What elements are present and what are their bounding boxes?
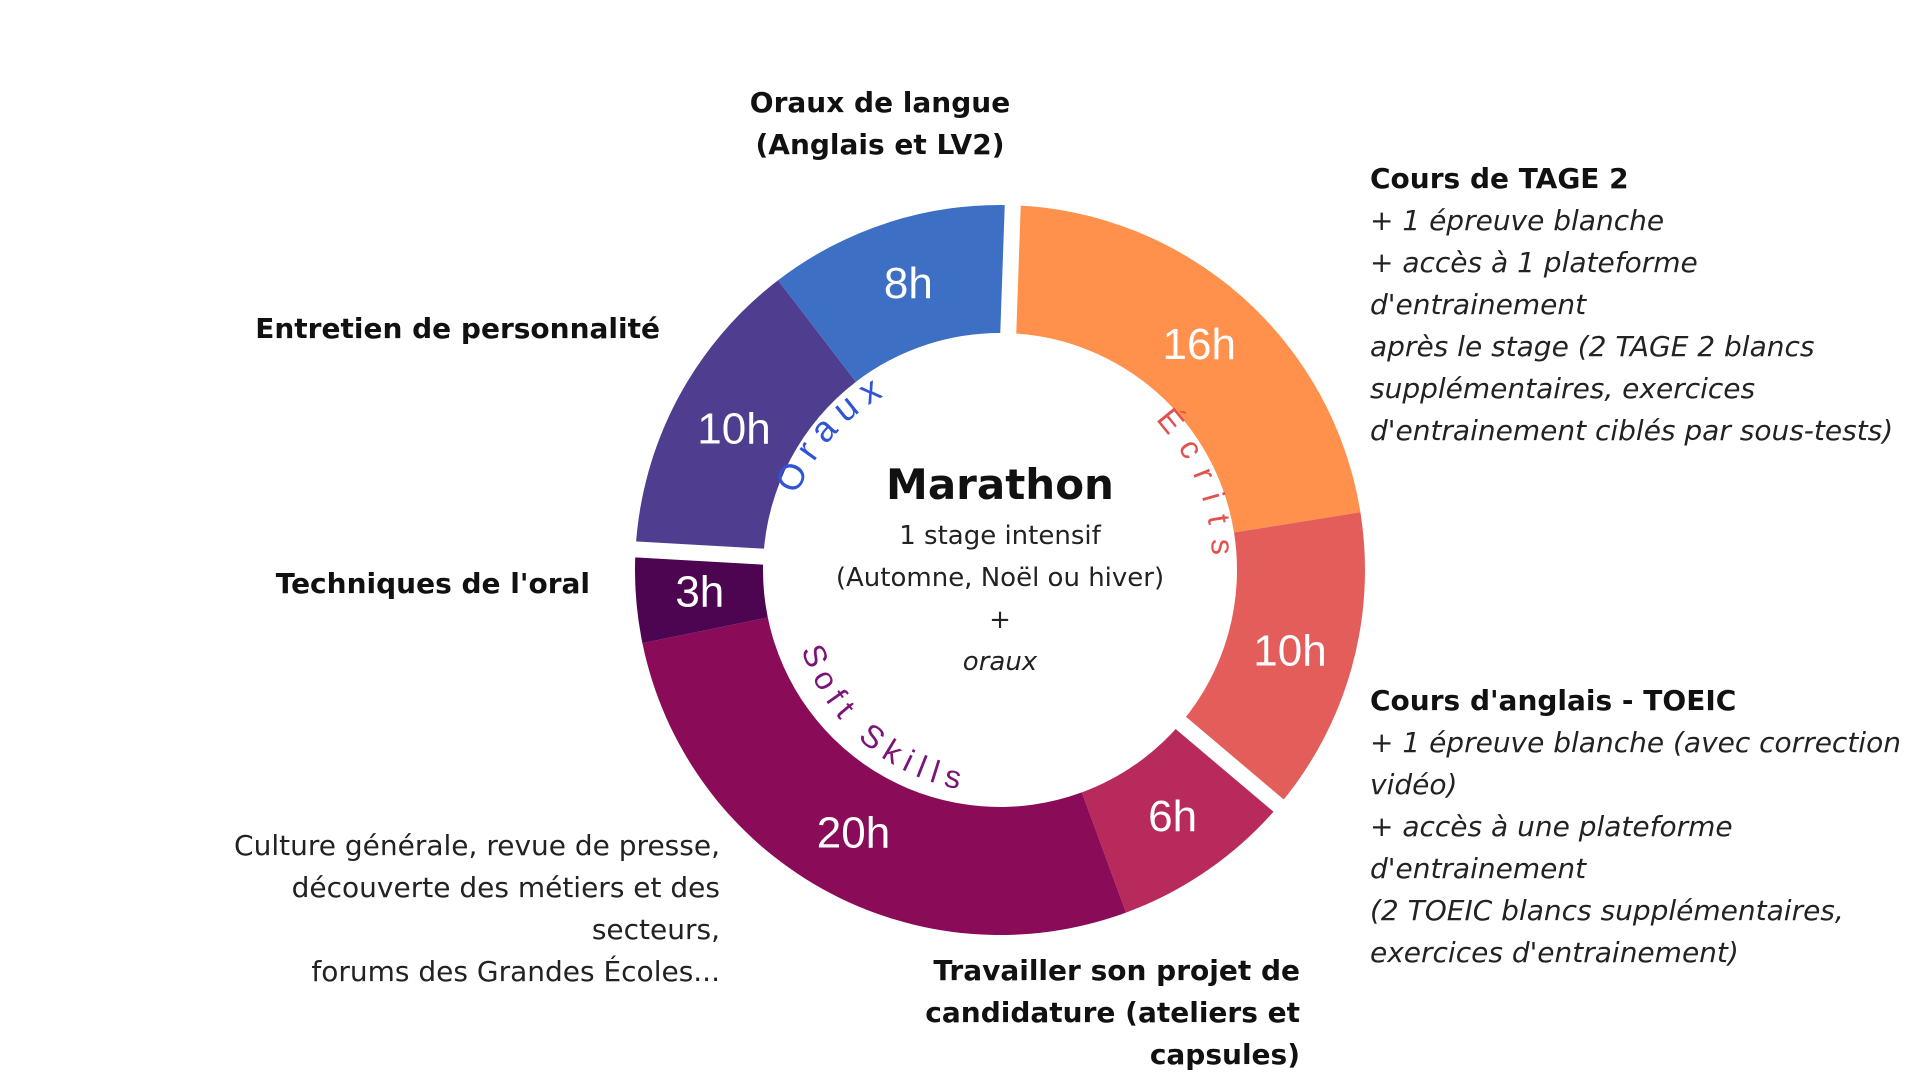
center-block: Marathon 1 stage intensif (Automne, Noël… [830,455,1170,683]
label-techniques-title: Techniques de l'oral [275,567,590,600]
label-tage2-detail-2: + accès à 1 plateforme d'entrainement [1370,246,1698,321]
label-projet: Travailler son projet de candidature (at… [900,950,1300,1076]
label-projet-line-2: candidature (ateliers et [925,996,1300,1029]
label-langue: Oraux de langue (Anglais et LV2) [720,82,1040,166]
slice-label-tage2: 16h [1163,320,1236,369]
label-entretien-title: Entretien de personnalité [255,312,660,345]
label-tage2-detail-5: d'entrainement ciblés par sous-tests) [1370,414,1894,447]
slice-entretien [635,280,856,557]
label-langue-line-2: (Anglais et LV2) [755,128,1005,161]
slice-label-culture: 20h [817,808,890,857]
label-toeic: Cours d'anglais - TOEIC + 1 épreuve blan… [1370,680,1910,974]
slices-layer [635,205,1365,935]
slice-label-entretien: 10h [697,405,770,454]
label-culture-line-1: Culture générale, revue de presse, [234,829,720,862]
center-italic: oraux [962,647,1038,677]
label-tage2-detail-1: + 1 épreuve blanche [1370,204,1665,237]
center-line-2: (Automne, Noël ou hiver) [835,563,1165,593]
group-gap-soft [1166,709,1310,834]
slice-label-projet: 6h [1148,792,1197,841]
slice-label-techniques: 3h [675,567,724,616]
label-toeic-title: Cours d'anglais - TOEIC [1370,684,1737,717]
label-entretien: Entretien de personnalité [200,308,660,350]
label-toeic-detail-2: vidéo) [1370,768,1458,801]
label-langue-line-1: Oraux de langue [749,86,1011,119]
slice-langue [778,205,1013,382]
label-tage2-detail-3: après le stage (2 TAGE 2 blancs [1370,330,1815,363]
label-toeic-detail-3: + accès à une plateforme d'entrainement [1370,810,1733,885]
label-techniques: Techniques de l'oral [230,563,590,605]
slice-techniques [635,549,768,644]
slice-label-langue: 8h [884,259,933,308]
slice-labels-layer: 16h 10h 6h 20h 3h 10h 8h [675,259,1326,858]
label-projet-line-1: Travailler son projet de [933,954,1300,987]
slice-culture [642,617,1126,935]
slice-toeic [1180,512,1365,806]
label-culture-line-2: découverte des métiers et des secteurs, [291,871,720,946]
label-tage2: Cours de TAGE 2 + 1 épreuve blanche + ac… [1370,158,1910,452]
group-gap-ecrits [999,167,1022,350]
label-tage2-detail-4: supplémentaires, exercices [1370,372,1756,405]
center-plus: + [989,605,1011,635]
slice-label-toeic: 10h [1253,626,1326,675]
label-projet-line-3: capsules) [1149,1038,1300,1071]
group-gap-oraux [597,539,780,566]
label-toeic-detail-5: exercices d'entrainement) [1370,936,1739,969]
label-tage2-title: Cours de TAGE 2 [1370,162,1629,195]
center-line-1: 1 stage intensif [899,521,1101,551]
center-title: Marathon [886,460,1114,509]
label-culture-line-3: forums des Grandes Écoles... [311,955,720,988]
label-toeic-detail-4: (2 TOEIC blancs supplémentaires, [1370,894,1844,927]
gaps-layer [597,167,1310,834]
label-toeic-detail-1: + 1 épreuve blanche (avec correction [1370,726,1901,759]
slice-tage2 [1008,205,1361,533]
label-culture: Culture générale, revue de presse, décou… [160,825,720,993]
